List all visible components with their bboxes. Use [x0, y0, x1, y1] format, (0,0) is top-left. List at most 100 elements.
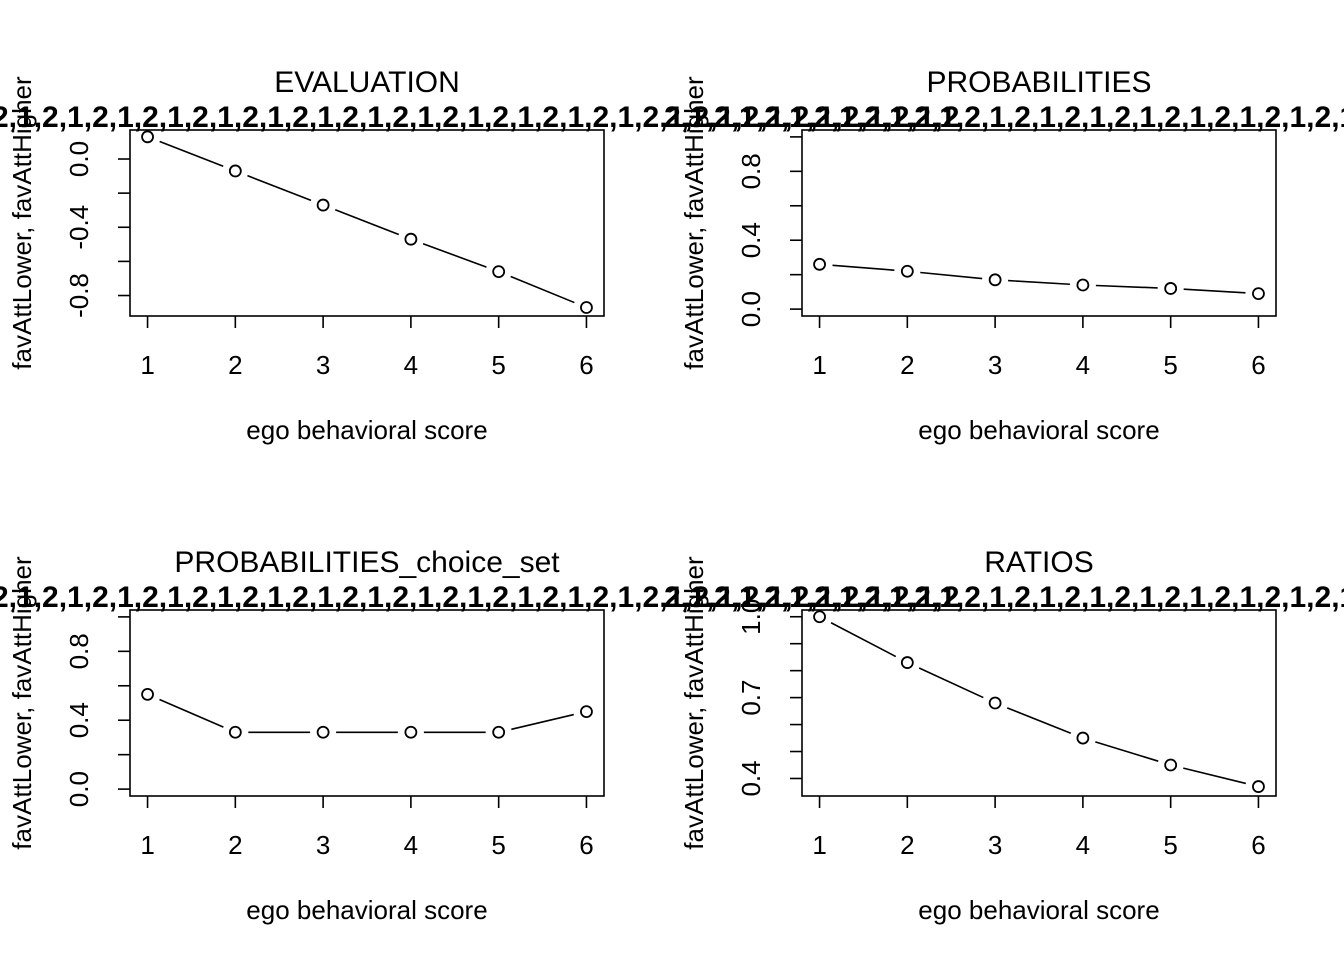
series-segment: [1095, 741, 1159, 762]
x-tick-label: 2: [228, 830, 242, 860]
data-point: [1252, 780, 1265, 793]
data-point: [316, 198, 330, 212]
series-segment: [918, 667, 984, 699]
data-point: [1076, 731, 1090, 745]
data-point: [580, 705, 593, 719]
panel-ratios: 2,1,2,1,2,1,2,1,2,1,2,1,2,1,2,1,2,1,2,1,…: [664, 546, 1344, 925]
series-segment: [1095, 284, 1158, 289]
x-tick-label: 6: [1251, 350, 1265, 380]
series-segment: [510, 275, 575, 304]
axis-ticks: 1 2 3 4 5 6 0.0 0.4 0.8: [64, 616, 594, 860]
x-tick-label: 3: [988, 350, 1002, 380]
x-tick-label: 4: [1076, 830, 1090, 860]
x-tick-label: 2: [900, 830, 914, 860]
axis-ticks: 1 2 3 4 5 6 -0.8 -0.4 0.0: [64, 141, 594, 380]
data-point: [813, 610, 826, 624]
y-tick-label: 0.0: [64, 771, 94, 807]
plot-frame: [801, 609, 1277, 797]
panel-title: PROBABILITIES_choice_set: [174, 546, 560, 579]
y-axis-label: favAttLower, favAttHigher: [679, 76, 709, 370]
x-tick-label: 1: [140, 830, 154, 860]
plot-frame: [129, 609, 605, 797]
series-segment: [422, 242, 487, 268]
data-point: [316, 725, 330, 739]
series-segment: [1183, 767, 1247, 785]
data-point: [141, 687, 154, 701]
axis-ticks: 1 2 3 4 5 6 0.0 0.4 0.8: [736, 136, 1266, 380]
data-point: [404, 232, 418, 246]
x-tick-label: 5: [491, 350, 505, 380]
data-point: [900, 656, 914, 669]
data-point: [1164, 282, 1178, 295]
y-tick-label: -0.4: [64, 205, 94, 250]
series-segment: [247, 174, 312, 202]
x-axis-label: ego behavioral score: [246, 895, 487, 925]
y-axis-label: favAttLower, favAttHigher: [7, 76, 37, 370]
data-point: [900, 264, 914, 278]
data-point: [141, 130, 154, 144]
data-point: [1076, 278, 1090, 292]
data-point: [988, 696, 1002, 710]
top-annotation: 2,1,2,1,2,1,2,1,2,1,2,1,2,1,2,1,2,1,2,1,…: [0, 101, 959, 134]
data-point: [580, 301, 593, 314]
panel-probabilities-choice-set: 2,1,2,1,2,1,2,1,2,1,2,1,2,1,2,1,2,1,2,1,…: [0, 546, 959, 925]
x-tick-label: 4: [1076, 350, 1090, 380]
series-segment: [334, 209, 400, 236]
y-tick-label: 0.4: [736, 760, 766, 796]
x-axis-label: ego behavioral score: [246, 415, 487, 445]
x-tick-label: 4: [404, 830, 418, 860]
series-segment: [511, 713, 574, 731]
y-tick-label: 0.4: [736, 222, 766, 258]
x-tick-label: 6: [579, 350, 593, 380]
data-point: [813, 257, 826, 271]
series-segment: [159, 140, 224, 167]
data-point: [1252, 287, 1265, 301]
top-annotation: 2,1,2,1,2,1,2,1,2,1,2,1,2,1,2,1,2,1,2,1,…: [0, 581, 959, 614]
y-tick-label: 1.0: [736, 599, 766, 635]
data-point: [492, 725, 506, 739]
x-tick-label: 5: [491, 830, 505, 860]
panel-probabilities: 2,1,2,1,2,1,2,1,2,1,2,1,2,1,2,1,2,1,2,1,…: [664, 66, 1344, 445]
axis-ticks: 1 2 3 4 5 6 0.4 0.7 1.0: [736, 599, 1266, 860]
top-annotation: 2,1,2,1,2,1,2,1,2,1,2,1,2,1,2,1,2,1,2,1,…: [664, 581, 1344, 614]
series-segment: [1006, 707, 1072, 734]
series-segment: [1008, 279, 1070, 286]
series-segment: [159, 698, 224, 728]
panel-title: RATIOS: [984, 546, 1093, 579]
y-tick-label: 0.8: [64, 633, 94, 669]
series-segment: [1183, 288, 1246, 294]
y-axis-label: favAttLower, favAttHigher: [679, 556, 709, 850]
plot-frame: [129, 129, 605, 317]
data-point: [492, 265, 506, 279]
panel-title: PROBABILITIES: [926, 66, 1151, 99]
series-segment: [830, 622, 897, 658]
data-point: [228, 164, 242, 178]
data-point: [1164, 758, 1178, 772]
panel-evaluation: 2,1,2,1,2,1,2,1,2,1,2,1,2,1,2,1,2,1,2,1,…: [0, 66, 959, 445]
panel-title: EVALUATION: [274, 66, 460, 99]
x-tick-label: 5: [1163, 350, 1177, 380]
x-tick-label: 5: [1163, 830, 1177, 860]
data-series: [141, 130, 593, 314]
x-axis-label: ego behavioral score: [918, 895, 1159, 925]
x-tick-label: 2: [900, 350, 914, 380]
top-annotation: 2,1,2,1,2,1,2,1,2,1,2,1,2,1,2,1,2,1,2,1,…: [664, 101, 1344, 134]
x-axis-label: ego behavioral score: [918, 415, 1159, 445]
series-segment: [920, 271, 983, 280]
x-tick-label: 3: [316, 350, 330, 380]
y-tick-label: 0.0: [64, 141, 94, 177]
x-tick-label: 3: [988, 830, 1002, 860]
series-segment: [832, 264, 895, 272]
y-tick-label: 0.4: [64, 702, 94, 738]
y-tick-label: -0.8: [64, 273, 94, 318]
x-tick-label: 1: [812, 830, 826, 860]
x-tick-label: 1: [812, 350, 826, 380]
x-tick-label: 4: [404, 350, 418, 380]
x-tick-label: 3: [316, 830, 330, 860]
x-tick-label: 6: [1251, 830, 1265, 860]
data-point: [228, 725, 242, 739]
x-tick-label: 2: [228, 350, 242, 380]
data-series: [141, 687, 593, 739]
data-series: [813, 610, 1265, 793]
